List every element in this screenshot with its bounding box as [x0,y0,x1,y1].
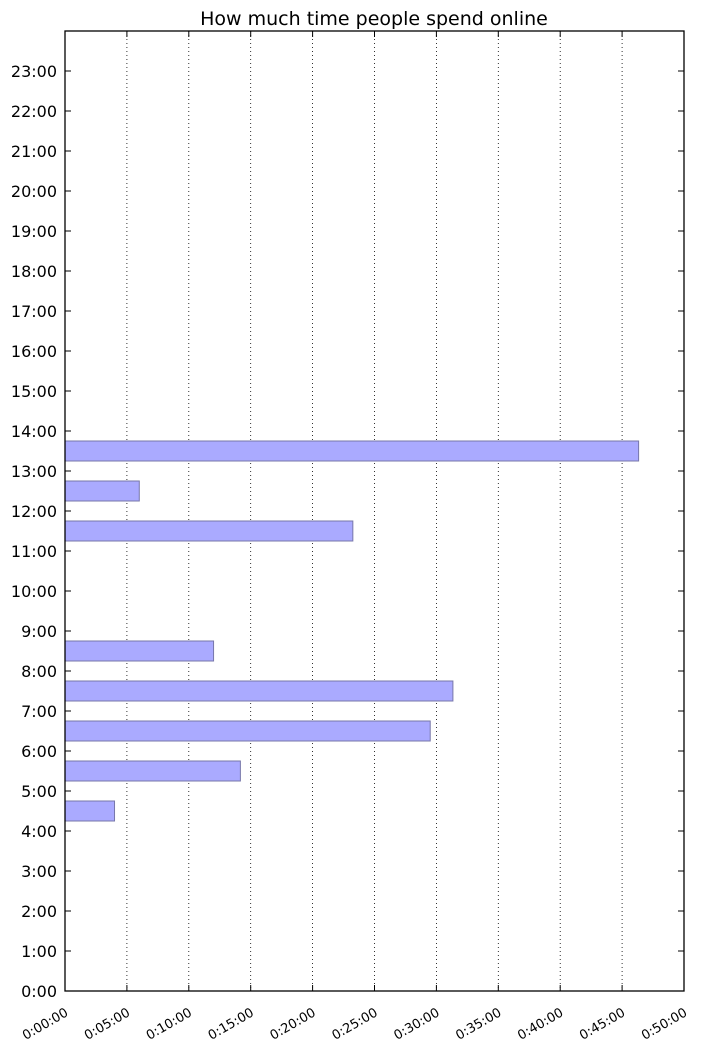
bar [64,800,116,822]
x-tick-label: 0:20:00 [268,1005,319,1043]
y-tick-label: 14:00 [11,422,57,441]
bar [64,680,454,702]
y-tick-label: 20:00 [11,182,57,201]
axis-ticks [64,31,685,992]
plot-frame [64,30,685,992]
x-tick-label: 0:00:00 [20,1005,71,1043]
bar [64,640,215,662]
y-tick-label: 21:00 [11,142,57,161]
y-tick-label: 9:00 [21,622,57,641]
y-tick-labels: 0:00 1:00 2:00 3:00 4:00 5:00 6:00 7:00 8:00 9:00… [11,62,57,1001]
bar [64,720,431,742]
x-tick-label: 0:15:00 [206,1005,257,1043]
x-tick-label: 0:30:00 [391,1005,442,1043]
x-tick-label: 0:05:00 [82,1005,133,1043]
x-tick-label: 0:40:00 [515,1005,566,1043]
y-tick-label: 22:00 [11,102,57,121]
x-tick-label: 0:10:00 [144,1005,195,1043]
bar [64,520,354,542]
y-tick-label: 11:00 [11,542,57,561]
y-tick-label: 15:00 [11,382,57,401]
y-tick-label: 12:00 [11,502,57,521]
x-tick-label: 0:50:00 [639,1005,690,1043]
bar [64,480,140,502]
chart-title: How much time people spend online [200,8,548,30]
bar [64,760,241,782]
y-tick-label: 0:00 [21,982,57,1001]
y-tick-label: 7:00 [21,702,57,721]
y-tick-label: 16:00 [11,342,57,361]
x-tick-label: 0:25:00 [330,1005,381,1043]
y-tick-label: 1:00 [21,942,57,961]
y-tick-label: 13:00 [11,462,57,481]
bar [64,440,640,462]
x-tick-labels: 0:00:00 0:05:00 0:10:00 0:15:00 0:20:00 0:25:… [20,1005,690,1043]
y-tick-label: 23:00 [11,62,57,81]
y-tick-label: 19:00 [11,222,57,241]
y-tick-label: 3:00 [21,862,57,881]
y-tick-label: 2:00 [21,902,57,921]
y-tick-label: 6:00 [21,742,57,761]
y-tick-label: 18:00 [11,262,57,281]
bars [64,440,640,822]
grid-lines [126,31,623,991]
y-tick-label: 4:00 [21,822,57,841]
y-tick-label: 5:00 [21,782,57,801]
y-tick-label: 17:00 [11,302,57,321]
x-tick-label: 0:45:00 [577,1005,628,1043]
x-tick-label: 0:35:00 [453,1005,504,1043]
y-tick-label: 10:00 [11,582,57,601]
y-tick-label: 8:00 [21,662,57,681]
